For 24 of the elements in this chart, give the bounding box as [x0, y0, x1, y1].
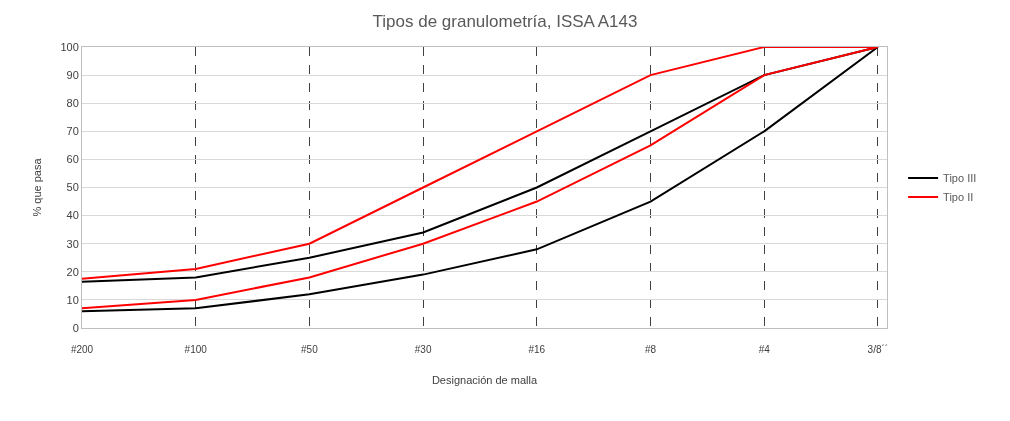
y-tick-label: 70 [66, 125, 79, 138]
y-tick-label: 60 [66, 153, 79, 166]
y-tick-label: 80 [66, 97, 79, 110]
x-tick-label: #200 [70, 344, 94, 355]
chart-title: Tipos de granulometría, ISSA A143 [372, 11, 638, 31]
x-tick-label: #50 [301, 344, 319, 355]
x-tick-label: #16 [528, 344, 546, 355]
y-tick-label: 40 [66, 209, 79, 222]
y-axis-title: % que pasa [31, 157, 44, 217]
x-tick-label: #8 [644, 344, 657, 355]
x-tick-label: 3/8´´ [867, 344, 889, 355]
x-axis-title: Designación de malla [431, 374, 538, 387]
x-tick-label: #4 [758, 344, 771, 355]
x-tick-label: #30 [414, 344, 432, 355]
x-tick-label: #100 [184, 344, 208, 355]
legend-label: Tipo II [943, 191, 974, 204]
y-tick-label: 90 [66, 68, 79, 81]
y-tick-label: 30 [66, 237, 79, 250]
legend-label: Tipo III [943, 172, 977, 185]
y-tick-label: 20 [66, 265, 79, 278]
y-tick-label: 10 [66, 293, 79, 306]
y-tick-label: 50 [66, 181, 79, 194]
y-tick-label: 0 [72, 321, 79, 334]
y-tick-label: 100 [60, 40, 79, 53]
